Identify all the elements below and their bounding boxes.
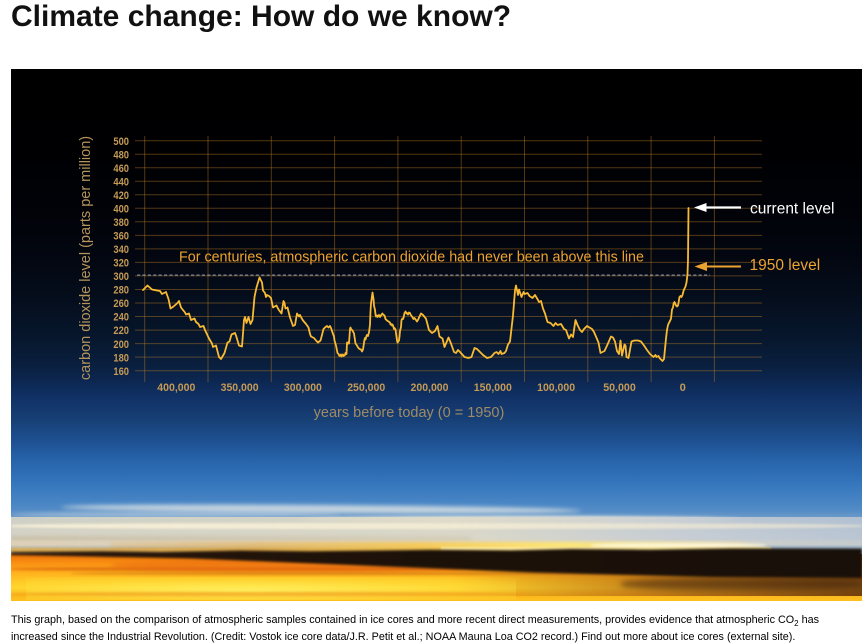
- svg-text:360: 360: [113, 231, 129, 243]
- svg-text:200: 200: [113, 339, 129, 351]
- svg-text:carbon dioxide level (parts pe: carbon dioxide level (parts per million): [78, 136, 94, 380]
- svg-text:300,000: 300,000: [284, 382, 322, 394]
- svg-text:340: 340: [113, 244, 129, 256]
- svg-text:1950 level: 1950 level: [750, 257, 821, 274]
- svg-text:260: 260: [113, 298, 129, 310]
- svg-text:0: 0: [680, 382, 686, 394]
- svg-text:200,000: 200,000: [411, 382, 449, 394]
- svg-text:250,000: 250,000: [347, 382, 385, 394]
- svg-text:420: 420: [113, 190, 129, 202]
- svg-text:180: 180: [113, 352, 129, 364]
- svg-text:350,000: 350,000: [221, 382, 259, 394]
- svg-text:100,000: 100,000: [537, 382, 575, 394]
- svg-text:For centuries, atmospheric car: For centuries, atmospheric carbon dioxid…: [179, 249, 644, 265]
- svg-text:400,000: 400,000: [157, 382, 195, 394]
- svg-text:460: 460: [113, 163, 129, 175]
- svg-text:240: 240: [113, 312, 129, 324]
- svg-text:500: 500: [113, 136, 129, 148]
- svg-text:160: 160: [113, 366, 129, 378]
- svg-text:current level: current level: [750, 200, 834, 217]
- svg-text:50,000: 50,000: [603, 382, 636, 394]
- svg-text:400: 400: [113, 204, 129, 216]
- svg-text:380: 380: [113, 217, 129, 229]
- svg-text:150,000: 150,000: [474, 382, 512, 394]
- svg-text:years before today (0 = 1950): years before today (0 = 1950): [314, 405, 505, 421]
- svg-text:300: 300: [113, 271, 129, 283]
- svg-text:280: 280: [113, 285, 129, 297]
- svg-text:320: 320: [113, 258, 129, 270]
- svg-text:480: 480: [113, 149, 129, 161]
- svg-text:220: 220: [113, 325, 129, 337]
- svg-text:440: 440: [113, 176, 129, 188]
